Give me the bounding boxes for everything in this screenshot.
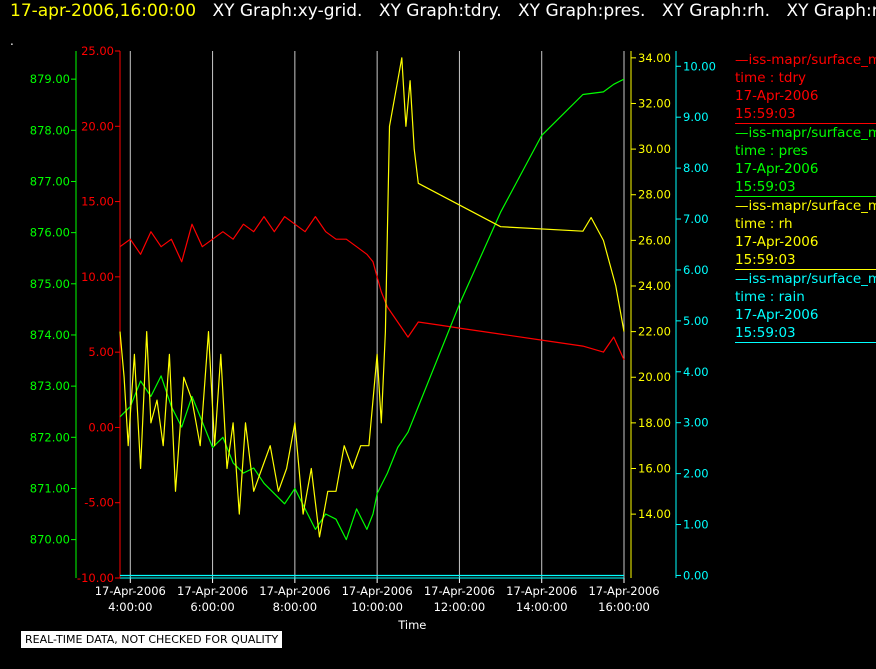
- legend-variable: time : rain: [735, 289, 805, 305]
- tdry-axis-tick-label: 20.00: [81, 119, 114, 133]
- x-tick-label-time: 16:00:00: [598, 600, 650, 614]
- legend-source: —iss-mapr/surface_m: [735, 271, 876, 287]
- tdry-axis-tick-label: -5.00: [84, 496, 114, 510]
- pres-series-line: [119, 78, 625, 541]
- x-tick-label-time: 14:00:00: [516, 600, 568, 614]
- rh-axis-tick-label: 34.00: [638, 51, 671, 65]
- x-tick-label-time: 6:00:00: [190, 600, 234, 614]
- legend-entry-rh: —iss-mapr/surface_m time : rh 17-Apr-200…: [735, 197, 876, 270]
- x-tick-label-time: 8:00:00: [273, 600, 317, 614]
- pres-axis-tick-label: 873.00: [30, 379, 70, 393]
- x-tick-label-date: 17-Apr-2006: [95, 584, 166, 598]
- legend-source: —iss-mapr/surface_m: [735, 52, 876, 68]
- title-dot: .: [10, 34, 14, 48]
- quality-disclaimer: REAL-TIME DATA, NOT CHECKED FOR QUALITY: [20, 630, 284, 649]
- x-tick-label-time: 12:00:00: [434, 600, 486, 614]
- graph-title-bar: 17-apr-2006,16:00:00 XY Graph:xy-grid. X…: [10, 1, 876, 21]
- legend-time: 15:59:03: [735, 106, 796, 122]
- tdry-series-line: [119, 216, 625, 360]
- rain-axis-tick-label: 7.00: [683, 212, 709, 226]
- tdry-axis-tick-label: 5.00: [88, 345, 114, 359]
- pres-axis-tick-label: 872.00: [30, 430, 70, 444]
- legend-date: 17-Apr-2006: [735, 88, 819, 104]
- pres-axis-tick-label: 879.00: [30, 72, 70, 86]
- rain-axis-tick-label: 0.00: [683, 568, 709, 582]
- legend-source: —iss-mapr/surface_m: [735, 198, 876, 214]
- legend-entry-rain: —iss-mapr/surface_m time : rain 17-Apr-2…: [735, 270, 876, 343]
- rh-axis-tick-label: 30.00: [638, 142, 671, 156]
- pres-axis-tick-label: 878.00: [30, 123, 70, 137]
- rh-axis-tick-label: 32.00: [638, 96, 671, 110]
- tdry-axis-tick-label: 10.00: [81, 270, 114, 284]
- legend-variable: time : pres: [735, 143, 808, 159]
- rain-axis-tick-label: 1.00: [683, 518, 709, 532]
- x-tick-label-date: 17-Apr-2006: [342, 584, 413, 598]
- rain-axis-tick-label: 3.00: [683, 416, 709, 430]
- legend-variable: time : tdry: [735, 70, 807, 86]
- title-tdry: XY Graph:tdry.: [378, 1, 502, 21]
- rh-axis-tick-label: 16.00: [638, 461, 671, 475]
- rh-axis-tick-label: 28.00: [638, 188, 671, 202]
- x-tick-label-date: 17-Apr-2006: [177, 584, 248, 598]
- x-tick-label-date: 17-Apr-2006: [506, 584, 577, 598]
- pres-axis-tick-label: 877.00: [30, 174, 70, 188]
- tdry-axis-tick-label: 0.00: [88, 420, 114, 434]
- rh-axis-tick-label: 18.00: [638, 416, 671, 430]
- graph-timestamp: 17-apr-2006,16:00:00: [10, 1, 197, 21]
- legend-date: 17-Apr-2006: [735, 161, 819, 177]
- rh-axis-tick-label: 20.00: [638, 370, 671, 384]
- pres-axis-tick-label: 874.00: [30, 328, 70, 342]
- legend-entry-pres: —iss-mapr/surface_m time : pres 17-Apr-2…: [735, 124, 876, 197]
- x-tick-label-date: 17-Apr-2006: [588, 584, 659, 598]
- x-tick-label-date: 17-Apr-2006: [259, 584, 330, 598]
- title-rh: XY Graph:rh.: [661, 1, 771, 21]
- tdry-axis-tick-label: 25.00: [81, 44, 114, 58]
- pres-axis-tick-label: 871.00: [30, 481, 70, 495]
- x-tick-label-date: 17-Apr-2006: [424, 584, 495, 598]
- x-tick-label-time: 10:00:00: [351, 600, 403, 614]
- pres-axis-tick-label: 876.00: [30, 226, 70, 240]
- legend-date: 17-Apr-2006: [735, 307, 819, 323]
- rh-axis-tick-label: 14.00: [638, 507, 671, 521]
- rain-axis-tick-label: 9.00: [683, 110, 709, 124]
- title-rain: XY Graph:rain: [786, 1, 876, 21]
- tdry-axis-tick-label: -10.00: [77, 571, 114, 585]
- tdry-axis-tick-label: 15.00: [81, 195, 114, 209]
- rh-axis-tick-label: 26.00: [638, 233, 671, 247]
- legend-variable: time : rh: [735, 216, 793, 232]
- x-axis-title: Time: [397, 618, 426, 632]
- legend-time: 15:59:03: [735, 179, 796, 195]
- pres-axis-tick-label: 875.00: [30, 277, 70, 291]
- pres-axis-tick-label: 870.00: [30, 533, 70, 547]
- legend-entry-tdry: —iss-mapr/surface_m time : tdry 17-Apr-2…: [735, 51, 876, 124]
- legend-time: 15:59:03: [735, 325, 796, 341]
- title-xy-grid: XY Graph:xy-grid.: [212, 1, 363, 21]
- series-legend: —iss-mapr/surface_m time : tdry 17-Apr-2…: [735, 51, 876, 343]
- legend-date: 17-Apr-2006: [735, 234, 819, 250]
- rain-axis-tick-label: 4.00: [683, 365, 709, 379]
- title-pres: XY Graph:pres.: [518, 1, 646, 21]
- rh-axis-tick-label: 22.00: [638, 325, 671, 339]
- x-tick-label-time: 4:00:00: [108, 600, 152, 614]
- rain-axis-tick-label: 10.00: [683, 59, 716, 73]
- rain-axis-tick-label: 8.00: [683, 161, 709, 175]
- rain-axis-tick-label: 5.00: [683, 314, 709, 328]
- legend-time: 15:59:03: [735, 252, 796, 268]
- rain-axis-tick-label: 2.00: [683, 467, 709, 481]
- rh-axis-tick-label: 24.00: [638, 279, 671, 293]
- rh-series-line: [119, 57, 625, 538]
- rain-axis-tick-label: 6.00: [683, 263, 709, 277]
- legend-source: —iss-mapr/surface_m: [735, 125, 876, 141]
